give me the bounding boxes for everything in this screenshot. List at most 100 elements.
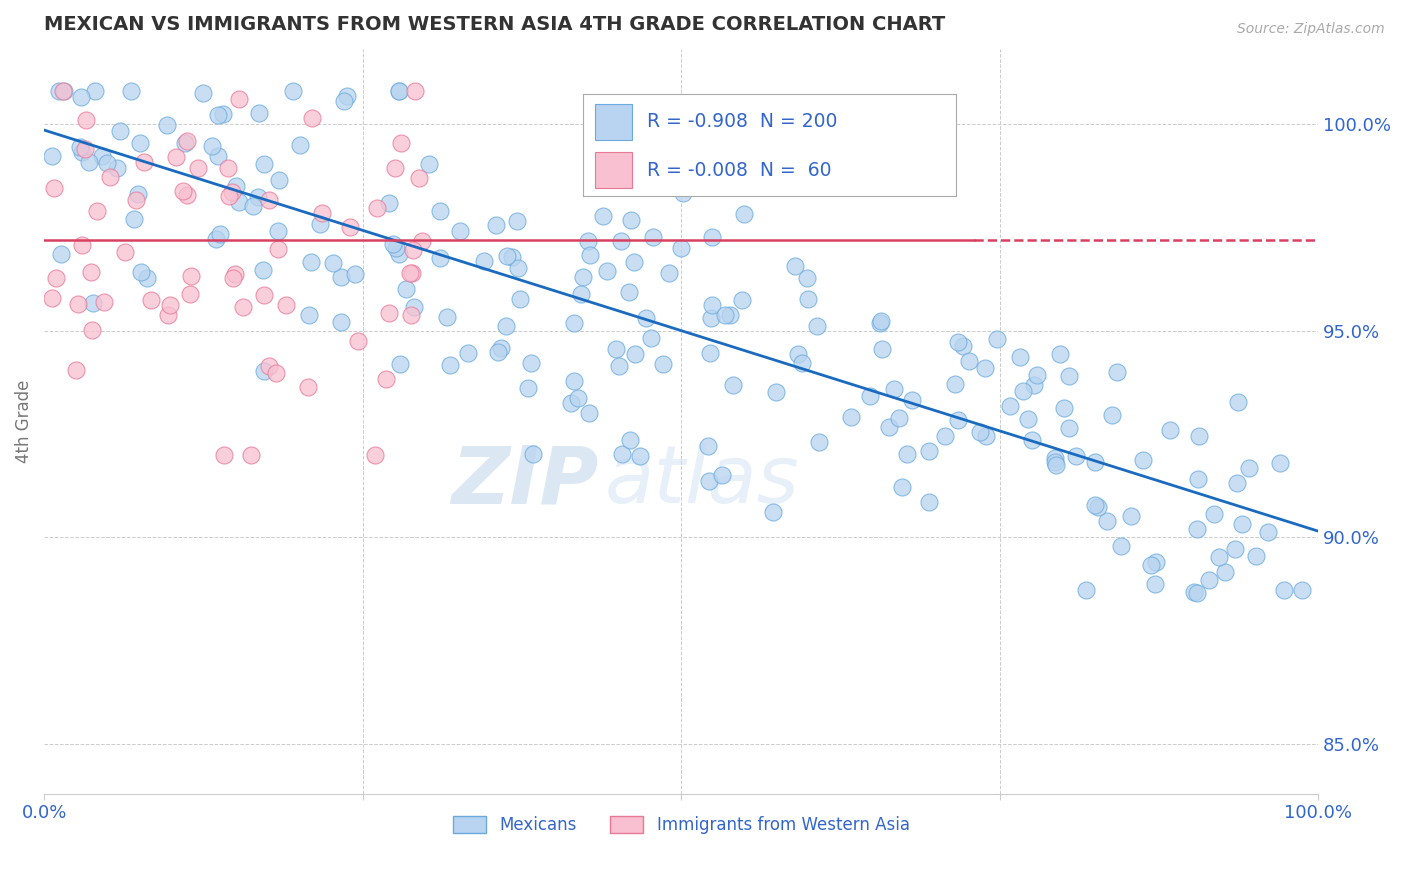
Point xyxy=(436,310,458,324)
Point xyxy=(90,149,112,163)
Point xyxy=(516,381,538,395)
Point xyxy=(1208,549,1230,564)
Point xyxy=(1232,517,1254,532)
Point xyxy=(1140,558,1163,572)
Point xyxy=(364,448,387,462)
Text: atlas: atlas xyxy=(605,442,800,520)
Point xyxy=(221,185,243,199)
Point xyxy=(578,406,600,420)
Point xyxy=(1213,565,1236,579)
Point xyxy=(485,218,508,232)
Point xyxy=(1227,395,1250,409)
Text: R = -0.008  N =  60: R = -0.008 N = 60 xyxy=(647,161,831,179)
Point xyxy=(366,201,388,215)
Point xyxy=(266,243,288,257)
Point xyxy=(1188,429,1211,443)
Point xyxy=(336,89,359,103)
Point xyxy=(1017,411,1039,425)
Point xyxy=(658,266,681,280)
Point xyxy=(301,111,323,125)
Point xyxy=(562,316,585,330)
Point xyxy=(765,384,787,399)
Point xyxy=(652,357,675,371)
Point xyxy=(623,347,645,361)
Point xyxy=(617,285,640,299)
Point xyxy=(806,318,828,333)
Y-axis label: 4th Grade: 4th Grade xyxy=(15,380,32,463)
Point xyxy=(1026,368,1049,383)
Point xyxy=(714,309,737,323)
Point xyxy=(384,161,406,176)
Point xyxy=(174,136,197,151)
Point xyxy=(439,358,461,372)
Point xyxy=(486,345,509,359)
Point xyxy=(1272,582,1295,597)
Point xyxy=(1121,509,1143,524)
Point xyxy=(344,267,367,281)
Point xyxy=(1291,583,1313,598)
Point xyxy=(457,345,479,359)
Point xyxy=(1064,449,1087,463)
Point xyxy=(247,190,270,204)
Point xyxy=(672,177,695,191)
Point xyxy=(1159,423,1181,437)
Point xyxy=(122,211,145,226)
Point xyxy=(156,308,179,322)
Point xyxy=(228,195,250,210)
Point xyxy=(73,142,96,156)
Point xyxy=(80,265,103,279)
Point xyxy=(176,135,198,149)
Point xyxy=(48,84,70,98)
Point xyxy=(411,234,433,248)
Point xyxy=(1237,460,1260,475)
Point xyxy=(252,288,274,302)
Point xyxy=(572,270,595,285)
Point xyxy=(787,347,810,361)
Point xyxy=(339,219,361,234)
Point xyxy=(1012,384,1035,398)
Point xyxy=(98,170,121,185)
Point xyxy=(1223,541,1246,556)
Point xyxy=(495,250,517,264)
Point xyxy=(389,357,412,371)
FancyBboxPatch shape xyxy=(595,153,631,188)
Point xyxy=(107,161,129,175)
Point xyxy=(943,377,966,392)
Point xyxy=(69,90,91,104)
Point xyxy=(131,265,153,279)
Point xyxy=(1244,549,1267,563)
Point xyxy=(42,181,65,195)
Point xyxy=(69,139,91,153)
Point xyxy=(269,173,291,187)
Point xyxy=(671,186,693,200)
Point xyxy=(127,187,149,202)
Point xyxy=(82,322,104,336)
Point xyxy=(217,161,239,176)
Point xyxy=(952,339,974,353)
Point xyxy=(1143,577,1166,591)
Point xyxy=(156,118,179,132)
Point xyxy=(382,236,405,251)
Point xyxy=(669,241,692,255)
Point xyxy=(700,298,723,312)
Point xyxy=(620,213,643,227)
Point xyxy=(330,270,353,285)
Point xyxy=(207,108,229,122)
Point xyxy=(86,204,108,219)
Point xyxy=(322,256,344,270)
Point xyxy=(401,267,423,281)
Legend: Mexicans, Immigrants from Western Asia: Mexicans, Immigrants from Western Asia xyxy=(446,810,917,841)
Point xyxy=(560,396,582,410)
Point xyxy=(75,113,97,128)
Point xyxy=(201,138,224,153)
Point xyxy=(839,409,862,424)
Point xyxy=(96,155,118,169)
Point xyxy=(159,298,181,312)
Point xyxy=(1084,498,1107,512)
Point xyxy=(495,319,517,334)
Point xyxy=(1187,586,1209,600)
Point xyxy=(110,124,132,138)
Point xyxy=(887,411,910,425)
Point xyxy=(1084,455,1107,469)
Point xyxy=(1059,421,1081,435)
